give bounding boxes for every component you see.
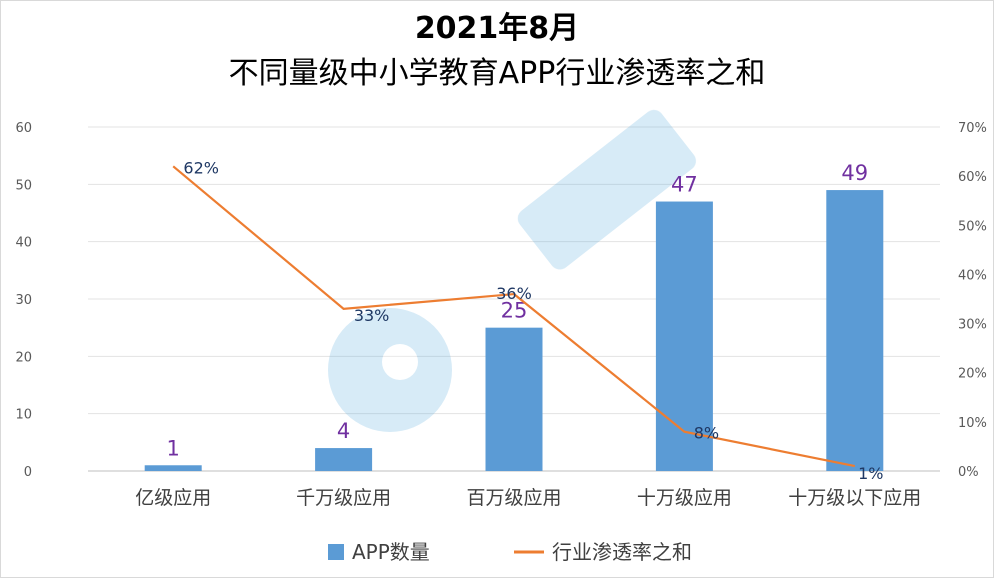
right-tick-label: 0%: [958, 465, 979, 480]
legend: APP数量 行业渗透率之和: [328, 540, 692, 564]
left-tick-label: 30: [15, 293, 32, 308]
bar: [144, 465, 202, 471]
left-tick-label: 10: [15, 408, 32, 423]
watermark: [328, 109, 696, 432]
right-tick-label: 60%: [958, 170, 987, 185]
legend-bar-swatch: [328, 544, 344, 560]
bar-series: [144, 190, 884, 472]
line-value-label: 8%: [694, 424, 719, 443]
right-axis-ticks: 0% 10% 20% 30% 40% 50% 60% 70%: [958, 121, 987, 480]
line-series: [172, 165, 856, 468]
right-tick-label: 40%: [958, 268, 987, 283]
bar: [485, 327, 543, 471]
legend-line-label: 行业渗透率之和: [552, 540, 692, 564]
category-label: 十万级应用: [637, 487, 732, 509]
line-value-label: 1%: [858, 464, 883, 483]
watermark-badge: [517, 109, 696, 270]
category-label: 百万级应用: [466, 487, 561, 509]
line-value-label: 62%: [183, 158, 219, 177]
watermark-whale-icon: [328, 308, 452, 432]
right-tick-label: 20%: [958, 367, 987, 382]
right-tick-label: 30%: [958, 318, 987, 333]
left-tick-label: 40: [15, 236, 32, 251]
right-tick-label: 10%: [958, 416, 987, 431]
line-data-labels: 62% 33% 36% 8% 1%: [183, 158, 883, 483]
bar-value-label: 47: [671, 173, 698, 197]
bar: [315, 448, 373, 471]
left-axis-ticks: 0 10 20 30 40 50 60: [15, 121, 32, 480]
right-tick-label: 70%: [958, 121, 987, 136]
line-path: [172, 165, 856, 468]
category-label: 十万级以下应用: [788, 487, 921, 509]
line-value-label: 33%: [354, 306, 390, 325]
chart-title: 2021年8月: [415, 11, 579, 46]
left-tick-label: 0: [24, 465, 32, 480]
left-tick-label: 60: [15, 121, 32, 136]
chart-subtitle: 不同量级中小学教育APP行业渗透率之和: [229, 56, 766, 91]
bar: [655, 201, 713, 472]
bar-value-label: 49: [841, 161, 868, 185]
category-label: 千万级应用: [296, 487, 391, 509]
watermark-eye-icon: [382, 344, 418, 380]
line-value-label: 36%: [496, 284, 532, 303]
legend-bar-label: APP数量: [352, 540, 430, 564]
gridlines: [88, 126, 940, 472]
right-tick-label: 50%: [958, 219, 987, 234]
category-labels: 亿级应用 千万级应用 百万级应用 十万级应用 十万级以下应用: [135, 487, 921, 509]
bar: [826, 190, 884, 472]
left-tick-label: 50: [15, 178, 32, 193]
bar-value-label: 4: [337, 419, 350, 443]
bar-value-label: 1: [167, 436, 180, 460]
left-tick-label: 20: [15, 350, 32, 365]
category-label: 亿级应用: [135, 487, 211, 509]
